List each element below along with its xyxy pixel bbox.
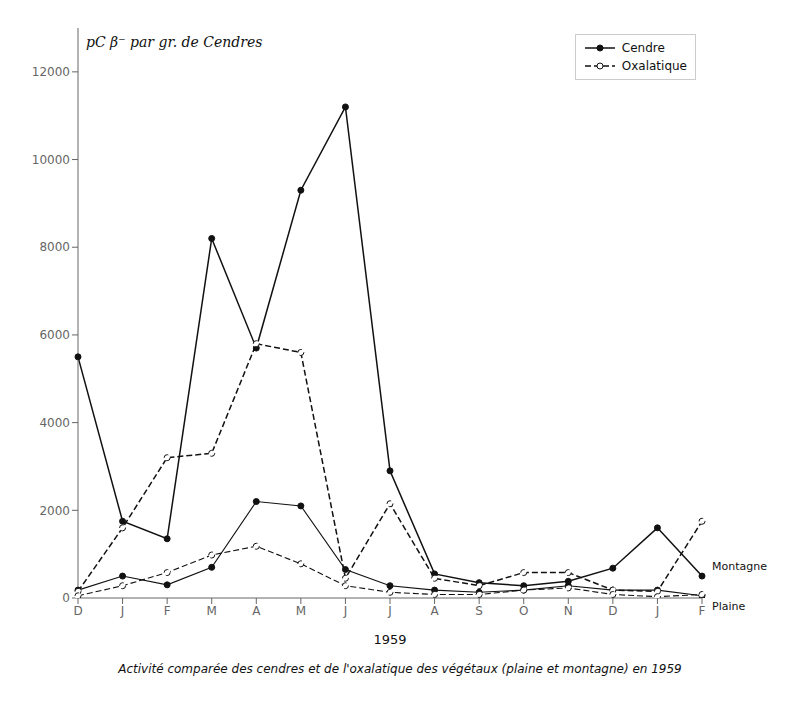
svg-text:N: N: [564, 604, 573, 618]
svg-text:J: J: [120, 604, 125, 618]
svg-text:F: F: [164, 604, 171, 618]
svg-text:A: A: [252, 604, 261, 618]
svg-text:D: D: [73, 604, 82, 618]
svg-text:Montagne: Montagne: [712, 560, 767, 573]
svg-text:Plaine: Plaine: [712, 600, 745, 613]
svg-text:12000: 12000: [32, 65, 70, 79]
svg-text:0: 0: [62, 591, 70, 605]
svg-text:2000: 2000: [39, 504, 70, 518]
html-text:pC β⁻ par gr. de Cendres: pC β⁻ par gr. de Cendres: [86, 34, 263, 50]
html-text:Cendre: Cendre: [621, 41, 665, 55]
html-text:Oxalatique: Oxalatique: [621, 59, 687, 73]
svg-text:4000: 4000: [39, 416, 70, 430]
svg-text:M: M: [296, 604, 306, 618]
svg-text:F: F: [699, 604, 706, 618]
svg-text:8000: 8000: [39, 240, 70, 254]
html-text:Activité comparée des cendres: Activité comparée des cendres et de l'ox…: [118, 662, 682, 676]
svg-text:A: A: [430, 604, 439, 618]
svg-text:D: D: [608, 604, 617, 618]
svg-text:J: J: [387, 604, 392, 618]
svg-text:J: J: [655, 604, 660, 618]
svg-text:O: O: [519, 604, 528, 618]
svg-text:10000: 10000: [32, 153, 70, 167]
svg-text:M: M: [207, 604, 217, 618]
svg-text:S: S: [475, 604, 483, 618]
svg-text:6000: 6000: [39, 328, 70, 342]
svg-text:J: J: [343, 604, 348, 618]
svg-text:1959: 1959: [373, 632, 406, 647]
